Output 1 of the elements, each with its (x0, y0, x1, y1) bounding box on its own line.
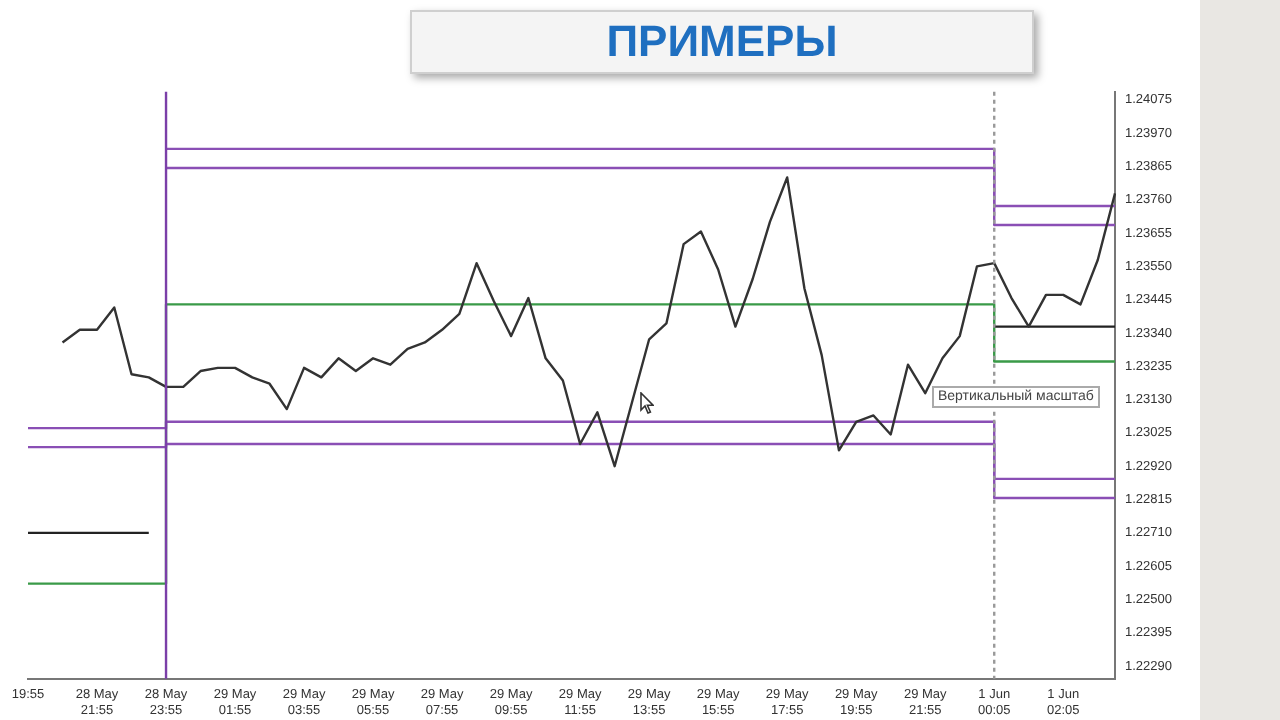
chart-title: ПРИМЕРЫ (410, 10, 1034, 74)
